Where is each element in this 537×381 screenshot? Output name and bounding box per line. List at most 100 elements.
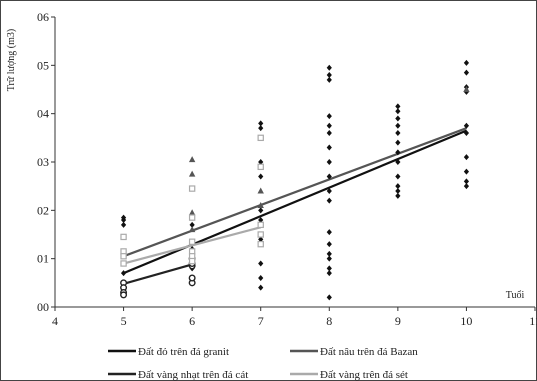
data-point-series-1 [326, 173, 332, 180]
x-tick-label: 5 [121, 314, 127, 328]
data-point-series-1 [463, 178, 470, 185]
trendline-series-1 [123, 129, 467, 275]
x-tick-label: 6 [189, 314, 195, 328]
y-tick-label: 04 [37, 107, 49, 121]
data-point-series-4 [120, 253, 127, 260]
x-tick-label: 7 [258, 314, 264, 328]
legend-label-series-2: Đất nâu trên đá Bazan [320, 346, 418, 358]
legend-label-series-3: Đất vàng nhạt trên đá cát [138, 369, 248, 381]
legend: Đất đỏ trên đá granit Đất nâu trên đá Ba… [108, 346, 418, 381]
data-point-series-4 [257, 240, 264, 248]
data-point-series-4 [188, 257, 196, 265]
data-point-series-1 [395, 192, 401, 199]
data-point-series-1 [326, 188, 332, 194]
data-point-series-1 [326, 294, 332, 301]
data-point-series-3 [188, 274, 196, 282]
y-tick-label: 05 [37, 58, 49, 72]
y-tick-label: 00 [37, 300, 49, 314]
data-point-series-1 [395, 149, 401, 156]
data-point-series-1 [326, 229, 332, 236]
data-point-series-1 [258, 173, 264, 180]
data-point-series-4 [188, 185, 196, 192]
data-point-series-1 [120, 214, 127, 221]
data-point-series-2 [257, 187, 264, 194]
x-tick-label: 4 [52, 314, 58, 328]
data-point-series-4 [188, 238, 196, 245]
data-point-series-4 [257, 134, 264, 142]
data-point-series-1 [395, 159, 401, 165]
data-point-series-2 [188, 170, 196, 177]
data-point-series-2 [188, 209, 196, 216]
data-point-series-1 [395, 139, 401, 146]
data-point-series-1 [395, 188, 401, 194]
y-tick-label: 01 [37, 252, 49, 266]
data-point-series-2 [463, 86, 470, 92]
x-axis-title: Tuổi [506, 290, 525, 301]
markers [120, 59, 470, 301]
trendline-series-3 [123, 263, 193, 285]
data-point-series-4 [257, 231, 264, 238]
data-point-series-4 [120, 260, 127, 267]
data-point-series-1 [395, 183, 401, 190]
trendline-series-4 [123, 226, 261, 265]
trendlines [123, 127, 467, 285]
data-point-series-2 [188, 156, 196, 163]
data-point-series-1 [326, 144, 332, 151]
data-point-series-1 [258, 120, 264, 127]
data-point-series-4 [257, 221, 264, 229]
data-point-series-1 [395, 122, 401, 129]
legend-label-series-1: Đất đỏ trên đá granit [138, 346, 229, 358]
data-point-series-1 [463, 183, 470, 190]
data-point-series-1 [326, 241, 332, 248]
y-tick-label: 02 [37, 203, 49, 217]
data-point-series-1 [463, 59, 470, 66]
data-point-series-4 [120, 233, 127, 241]
data-point-series-4 [188, 214, 196, 221]
legend-label-series-4: Đất vàng trên đá sét [320, 369, 408, 381]
data-point-series-1 [189, 221, 195, 228]
x-tick-label: 9 [395, 314, 401, 328]
data-point-series-2 [188, 226, 196, 233]
data-point-series-1 [258, 217, 264, 223]
data-point-series-1 [395, 173, 401, 180]
y-tick-label: 06 [37, 10, 49, 24]
data-point-series-1 [326, 130, 332, 136]
y-tick-label: 03 [37, 155, 49, 169]
data-point-series-1 [326, 250, 332, 257]
data-point-series-1 [326, 255, 332, 262]
data-point-series-1 [463, 122, 470, 129]
x-tick-label: 8 [326, 314, 332, 328]
data-point-series-1 [258, 275, 264, 281]
x-tick-label: 11 [529, 314, 537, 328]
data-point-series-1 [463, 154, 470, 161]
data-point-series-1 [463, 168, 470, 175]
data-point-series-4 [257, 163, 264, 171]
trendline-series-2 [123, 127, 467, 258]
data-point-series-1 [258, 260, 264, 267]
data-point-series-1 [120, 270, 127, 277]
data-point-series-1 [463, 130, 470, 136]
data-point-series-1 [326, 122, 332, 129]
data-point-series-1 [326, 265, 332, 272]
data-point-series-1 [258, 207, 264, 214]
data-point-series-2 [257, 202, 264, 208]
data-point-series-1 [258, 284, 264, 291]
data-point-series-3 [120, 291, 128, 299]
data-point-series-1 [326, 113, 332, 120]
axes: 00 01 02 03 04 05 06 4 5 6 7 8 9 10 11 [37, 10, 537, 328]
y-axis-title: Trữ lượng (m3) [6, 29, 17, 91]
data-point-series-1 [120, 221, 127, 228]
data-point-series-1 [326, 197, 332, 204]
data-point-series-1 [326, 159, 332, 165]
x-tick-label: 10 [460, 314, 472, 328]
data-point-series-1 [258, 125, 264, 132]
data-point-series-1 [326, 72, 332, 78]
data-point-series-1 [395, 115, 401, 122]
data-point-series-1 [463, 69, 470, 76]
data-point-series-1 [326, 76, 332, 83]
data-point-series-1 [395, 103, 401, 110]
data-point-series-1 [326, 64, 332, 71]
data-point-series-1 [395, 130, 401, 136]
